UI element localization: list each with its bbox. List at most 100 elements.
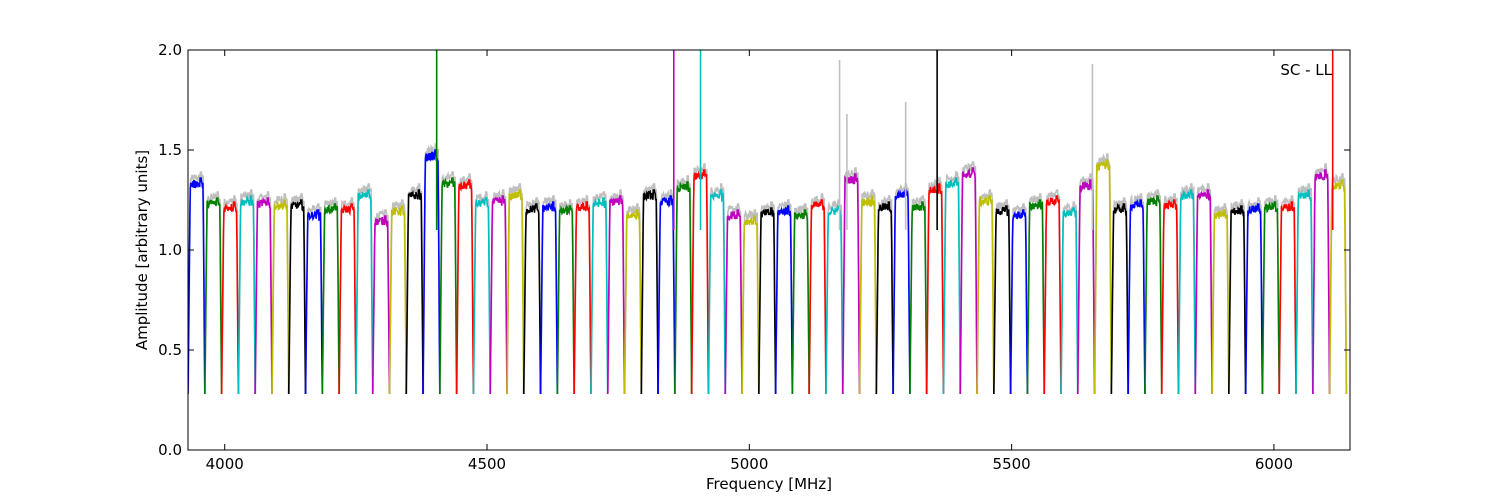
- background-trace: [976, 189, 995, 395]
- background-trace: [188, 171, 206, 395]
- band-trace: [858, 195, 878, 395]
- background-trace: [237, 189, 257, 395]
- band-trace: [522, 203, 542, 395]
- band-trace: [1278, 201, 1297, 395]
- y-axis-ticks: 0.0 0.5 1.0 1.5 2.0: [158, 41, 1350, 459]
- band-trace: [1211, 209, 1230, 395]
- band-trace: [1026, 199, 1045, 395]
- band-trace: [1060, 207, 1079, 395]
- band-trace: [674, 181, 693, 395]
- background-trace: [959, 161, 979, 395]
- y-axis-label: Amplitude [arbitrary units]: [133, 150, 151, 350]
- background-trace: [372, 208, 391, 395]
- background-trace: [1161, 193, 1180, 395]
- background-trace: [607, 189, 626, 395]
- y-tick-label: 2.0: [158, 41, 182, 59]
- background-trace: [288, 193, 307, 395]
- band-trace: [976, 195, 995, 395]
- band-trace: [942, 177, 961, 395]
- band-trace: [371, 215, 391, 395]
- background-trace: [355, 183, 374, 395]
- y-tick-label: 0.0: [158, 441, 182, 459]
- background-trace: [1127, 193, 1146, 395]
- band-trace: [1194, 189, 1213, 395]
- band-trace: [925, 183, 945, 395]
- background-trace: [842, 167, 861, 395]
- background-trace: [657, 189, 676, 395]
- x-tick-label: 6000: [1255, 455, 1293, 473]
- band-trace: [489, 195, 508, 395]
- background-trace: [388, 199, 408, 395]
- band-trace: [388, 205, 407, 395]
- band-trace: [338, 203, 357, 395]
- background-trace: [1295, 183, 1314, 395]
- band-trace: [1110, 202, 1129, 395]
- band-trace: [959, 167, 978, 395]
- band-trace: [1295, 189, 1314, 395]
- band-trace: [556, 204, 575, 395]
- band-trace: [1244, 203, 1264, 395]
- x-axis-ticks: 4000 4500 5000 5500 6000: [206, 50, 1293, 473]
- band-trace: [220, 201, 240, 395]
- background-trace: [523, 197, 542, 395]
- background-trace: [305, 203, 324, 395]
- band-trace: [573, 201, 592, 395]
- band-trace: [909, 201, 928, 395]
- plot-background: [188, 50, 1350, 450]
- chart-annotation: SC - LL: [1280, 61, 1332, 79]
- band-trace: [623, 209, 643, 395]
- background-trace: [808, 193, 827, 395]
- band-trace: [539, 201, 559, 395]
- y-tick-label: 1.0: [158, 241, 182, 259]
- background-trace: [791, 203, 811, 395]
- background-trace: [1010, 203, 1029, 395]
- band-trace: [287, 199, 307, 395]
- band-trace: [707, 189, 726, 395]
- background-trace: [1110, 197, 1130, 395]
- band-trace: [1043, 195, 1062, 395]
- band-trace: [741, 215, 760, 395]
- band-trace: [892, 189, 911, 395]
- band-trace: [1160, 199, 1180, 395]
- background-trace: [724, 203, 743, 395]
- background-trace: [221, 195, 240, 395]
- background-trace: [439, 170, 458, 395]
- band-trace: [204, 197, 223, 395]
- band-trace: [439, 177, 458, 395]
- band-trace: [758, 207, 777, 395]
- background-trace: [1312, 163, 1331, 395]
- background-trace: [775, 199, 794, 395]
- band-trace: [1312, 169, 1331, 395]
- band-trace: [321, 203, 340, 395]
- background-trace: [556, 199, 576, 395]
- x-tick-label: 5000: [730, 455, 768, 473]
- band-trace: [774, 205, 794, 395]
- x-tick-label: 5500: [993, 455, 1031, 473]
- y-tick-label: 1.5: [158, 141, 182, 159]
- band-trace: [355, 189, 374, 395]
- band-trace: [1177, 189, 1196, 395]
- background-trace: [338, 197, 357, 395]
- background-trace: [405, 183, 425, 395]
- band-trace: [254, 197, 273, 395]
- band-trace: [590, 197, 609, 395]
- background-trace: [623, 203, 643, 395]
- band-trace: [455, 179, 475, 395]
- x-axis-label: Frequency [MHz]: [706, 475, 832, 493]
- band-trace: [405, 189, 424, 395]
- band-trace: [606, 195, 626, 395]
- band-trace: [472, 197, 491, 395]
- band-trace: [808, 199, 827, 395]
- background-trace: [1211, 203, 1230, 395]
- band-trace: [237, 194, 256, 395]
- band-trace: [1144, 195, 1163, 395]
- band-trace: [1093, 159, 1113, 395]
- band-trace: [791, 209, 810, 395]
- band-trace: [1228, 205, 1247, 395]
- band-trace: [993, 205, 1012, 395]
- background-trace: [540, 195, 559, 395]
- band-trace: [506, 189, 525, 395]
- background-trace: [204, 191, 223, 395]
- background-trace: [1245, 197, 1264, 395]
